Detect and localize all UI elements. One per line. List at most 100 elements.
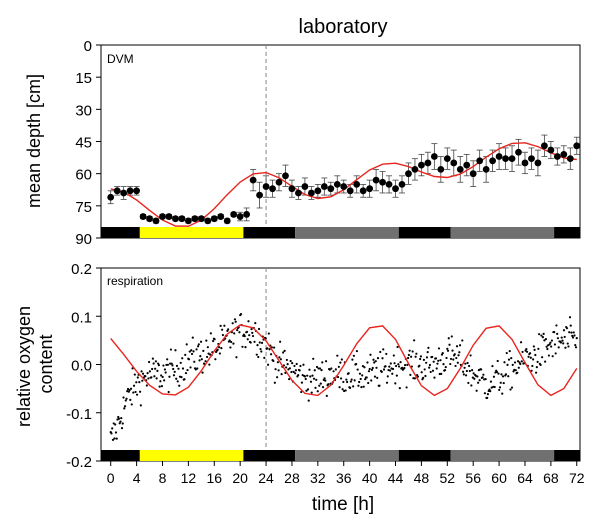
respiration-data-point	[202, 349, 205, 352]
respiration-data-point	[506, 363, 509, 366]
respiration-data-point	[426, 351, 429, 354]
respiration-y-tick-label: -0.2	[66, 454, 92, 471]
respiration-data-point	[298, 369, 301, 372]
dvm-data-point	[385, 180, 393, 188]
respiration-data-point	[286, 363, 289, 366]
respiration-data-point	[235, 356, 238, 359]
dvm-data-point	[172, 215, 179, 223]
respiration-data-point	[455, 345, 459, 348]
respiration-data-point	[141, 379, 144, 382]
respiration-data-point	[422, 358, 426, 361]
respiration-data-point	[315, 378, 318, 381]
respiration-data-point	[496, 359, 499, 363]
respiration-data-point	[529, 356, 532, 359]
dvm-data-point	[521, 159, 529, 167]
respiration-data-point	[510, 356, 513, 360]
respiration-data-point	[436, 362, 439, 365]
dvm-data-point	[113, 187, 121, 195]
respiration-data-point	[366, 361, 369, 364]
respiration-data-point	[170, 362, 173, 365]
respiration-light-bar-dim	[295, 450, 399, 461]
respiration-data-point	[233, 332, 236, 335]
respiration-data-point	[289, 359, 292, 363]
respiration-data-point	[443, 368, 447, 372]
respiration-data-point	[195, 348, 198, 351]
respiration-data-point	[461, 370, 465, 373]
respiration-data-point	[571, 336, 575, 339]
respiration-data-point	[399, 360, 402, 364]
dvm-data-point	[307, 189, 315, 197]
respiration-data-point	[316, 390, 319, 393]
respiration-data-point	[272, 359, 275, 363]
respiration-data-point	[367, 370, 371, 373]
respiration-data-point	[130, 403, 133, 406]
dvm-data-point	[534, 159, 542, 167]
respiration-data-point	[115, 437, 118, 440]
respiration-data-point	[537, 347, 540, 350]
respiration-data-point	[372, 358, 375, 361]
respiration-data-point	[498, 386, 502, 389]
respiration-data-point	[476, 375, 479, 378]
respiration-data-point	[268, 348, 271, 351]
dvm-data-point	[502, 155, 509, 163]
respiration-data-point	[416, 375, 419, 378]
respiration-data-point	[266, 363, 270, 366]
respiration-data-point	[129, 387, 133, 390]
respiration-data-point	[545, 345, 548, 348]
respiration-light-bar-dim	[450, 450, 555, 461]
respiration-data-point	[280, 372, 283, 376]
respiration-data-point	[221, 333, 224, 337]
respiration-data-point	[324, 379, 327, 382]
respiration-data-point	[177, 367, 180, 370]
respiration-data-point	[556, 332, 559, 335]
dvm-data-point	[372, 176, 380, 184]
respiration-data-point	[541, 336, 544, 339]
respiration-data-point	[257, 355, 260, 359]
respiration-data-point	[180, 376, 183, 379]
x-tick-label: 68	[543, 470, 559, 486]
respiration-data-point	[167, 390, 170, 394]
dvm-light-bar-dim	[295, 227, 399, 238]
respiration-data-point	[357, 384, 360, 387]
x-axis-label: time [h]	[312, 494, 374, 515]
respiration-data-point	[501, 375, 505, 378]
dvm-data-point	[366, 185, 374, 193]
respiration-data-point	[501, 392, 504, 395]
x-tick-label: 48	[414, 470, 430, 486]
respiration-data-point	[254, 322, 257, 325]
respiration-data-point	[172, 374, 176, 377]
respiration-data-point	[464, 362, 467, 365]
dvm-data-point	[269, 185, 276, 193]
respiration-data-point	[249, 341, 252, 344]
x-tick-label: 28	[284, 470, 300, 486]
respiration-data-point	[466, 361, 469, 365]
respiration-data-point	[153, 375, 156, 378]
respiration-data-point	[299, 364, 302, 368]
respiration-data-point	[521, 350, 524, 354]
dvm-data-point	[133, 187, 141, 195]
respiration-data-point	[419, 357, 422, 361]
respiration-data-point	[565, 327, 569, 330]
dvm-data-point	[346, 187, 354, 195]
respiration-data-point	[446, 349, 450, 352]
respiration-data-point	[349, 386, 352, 389]
respiration-data-point	[507, 358, 511, 361]
respiration-data-point	[300, 381, 304, 384]
respiration-data-point	[125, 397, 128, 400]
dvm-data-point	[120, 189, 128, 197]
respiration-data-point	[373, 361, 376, 364]
dvm-data-point	[275, 178, 283, 186]
dvm-data-point	[204, 217, 212, 225]
respiration-data-point	[323, 377, 326, 380]
respiration-data-point	[246, 338, 249, 341]
respiration-data-point	[318, 384, 321, 387]
respiration-data-point	[428, 366, 431, 369]
dvm-light-bar-dim	[450, 227, 555, 238]
respiration-light-bar-light	[139, 450, 244, 461]
respiration-data-point	[358, 372, 362, 375]
respiration-data-point	[206, 346, 209, 349]
dvm-plot-frame	[100, 44, 581, 239]
respiration-data-point	[110, 432, 113, 435]
respiration-data-point	[440, 372, 443, 375]
respiration-data-point	[114, 431, 118, 434]
